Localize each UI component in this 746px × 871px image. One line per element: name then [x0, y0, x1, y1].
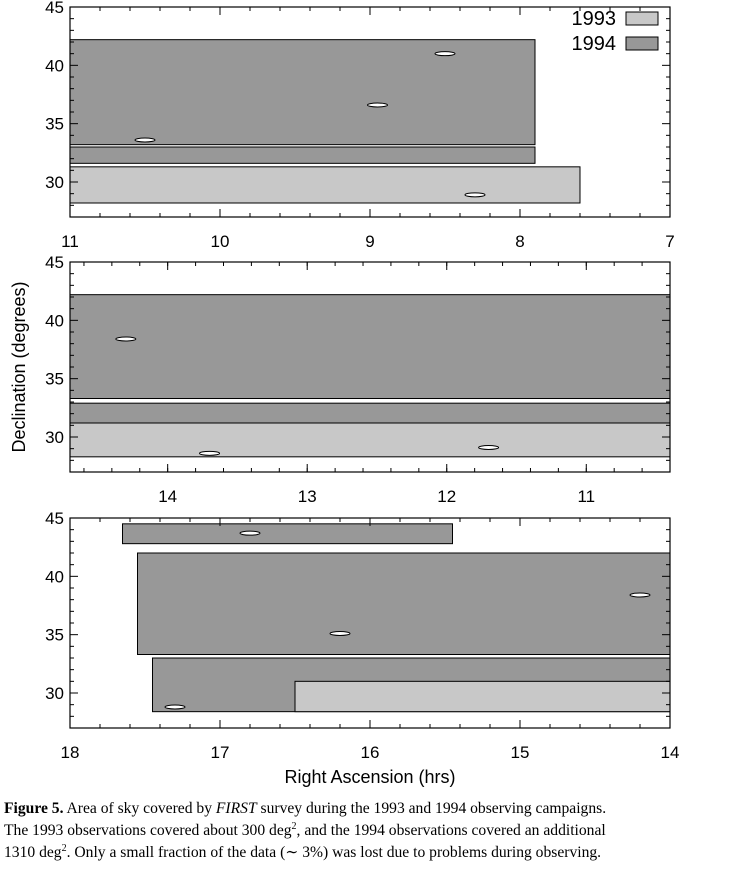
xtick-label: 15 — [511, 743, 530, 762]
xtick-label: 9 — [365, 232, 374, 251]
data-gap-1 — [629, 592, 651, 598]
data-gap-1 — [199, 450, 221, 456]
caption-figure-label: Figure 5. — [4, 800, 64, 817]
xtick-label: 16 — [361, 743, 380, 762]
ytick-label: 40 — [45, 567, 64, 586]
legend-swatch-1994 — [625, 36, 659, 51]
xtick-label: 13 — [298, 487, 317, 506]
data-gap-0 — [115, 336, 137, 342]
coverage-1994-region-0 — [122, 523, 453, 545]
ytick-label: 35 — [45, 370, 64, 389]
coverage-1994-region-1 — [70, 146, 536, 164]
data-gap-1 — [434, 51, 456, 57]
ytick-label: 45 — [45, 0, 64, 17]
data-gap-2 — [367, 102, 388, 108]
plot-area — [122, 523, 670, 713]
coverage-1994-region-1 — [137, 552, 670, 655]
caption-line-1: Figure 5. Area of sky covered by FIRST s… — [4, 800, 607, 817]
caption-line-2: The 1993 observations covered about 300 … — [4, 820, 606, 839]
chart-panel-bottom: 45 40 35 30 18 17 16 15 14 Right Ascension (hrs) — [45, 509, 679, 787]
coverage-1993-region-2 — [70, 422, 670, 458]
coverage-1994-region-0 — [70, 39, 536, 146]
legend-label-1993: 1993 — [572, 8, 617, 30]
ytick-label: 30 — [45, 173, 64, 192]
data-gap-2 — [478, 445, 500, 450]
xtick-label: 18 — [61, 743, 80, 762]
ytick-label: 30 — [45, 428, 64, 447]
caption-survey-name: FIRST — [215, 800, 257, 817]
y-axis-title: Declination (degrees) — [9, 281, 29, 452]
chart-legend: 1993 1994 — [572, 8, 659, 55]
chart-panel-top: 45 40 35 30 11 10 9 8 7 1993 1994 — [45, 0, 675, 251]
figure-caption: Figure 5. Area of sky covered by FIRST s… — [4, 798, 744, 864]
caption-line-3: 1310 deg2. Only a small fraction of the … — [4, 842, 602, 861]
ytick-label: 45 — [45, 509, 64, 528]
xtick-label: 11 — [577, 487, 595, 506]
ytick-label: 40 — [45, 56, 64, 75]
x-axis-title: Right Ascension (hrs) — [284, 767, 455, 787]
data-gap-0 — [134, 137, 156, 143]
ytick-label: 45 — [45, 253, 64, 272]
ytick-label: 30 — [45, 684, 64, 703]
legend-label-1994: 1994 — [572, 33, 617, 55]
legend-swatch-1993 — [625, 11, 659, 26]
data-gap-0 — [239, 530, 261, 536]
ytick-label: 35 — [45, 626, 64, 645]
xtick-label: 17 — [211, 743, 230, 762]
chart-panel-middle: 45 40 35 30 14 13 12 11 — [45, 253, 671, 506]
plot-area — [70, 39, 581, 204]
coverage-1994-region-0 — [70, 294, 670, 399]
coverage-1994-region-1 — [70, 402, 670, 424]
xtick-label: 14 — [158, 487, 177, 506]
xtick-label: 12 — [437, 487, 456, 506]
xtick-label: 10 — [211, 232, 230, 251]
xtick-label: 7 — [665, 232, 674, 251]
coverage-1993-region-3 — [294, 680, 670, 713]
data-gap-3 — [164, 704, 186, 710]
xtick-label: 8 — [515, 232, 524, 251]
ytick-label: 35 — [45, 115, 64, 134]
xtick-label: 11 — [61, 232, 79, 251]
data-gap-2 — [329, 631, 351, 636]
data-gap-3 — [464, 192, 486, 198]
ytick-label: 40 — [45, 311, 64, 330]
xtick-label: 14 — [661, 743, 680, 762]
coverage-1993-region-2 — [70, 166, 581, 204]
plot-area — [70, 294, 670, 458]
